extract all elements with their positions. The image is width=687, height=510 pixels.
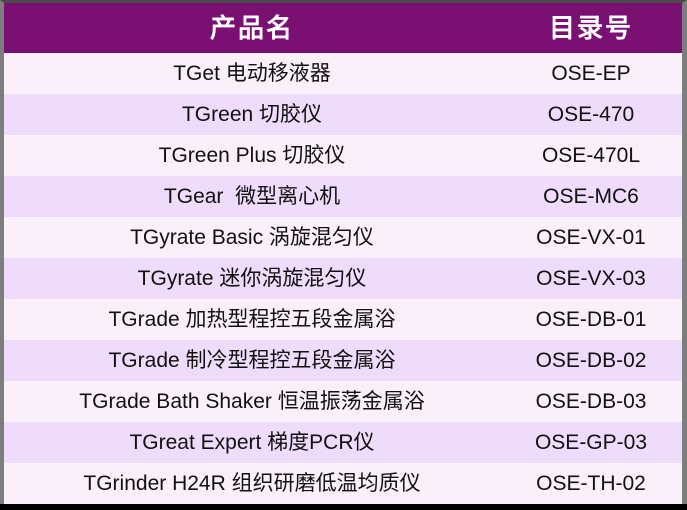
- product-name-cell: TGyrate Basic 涡旋混匀仪: [4, 217, 500, 258]
- catalog-number-cell: OSE-MC6: [500, 176, 682, 217]
- bottom-black-bar: [0, 504, 687, 510]
- table-row: TGreat Expert 梯度PCR仪 OSE-GP-03: [4, 422, 682, 463]
- table-row: TGyrate 迷你涡旋混匀仪 OSE-VX-03: [4, 258, 682, 299]
- product-name-cell: TGyrate 迷你涡旋混匀仪: [4, 258, 500, 299]
- table-row: TGyrate Basic 涡旋混匀仪 OSE-VX-01: [4, 217, 682, 258]
- catalog-number-cell: OSE-VX-03: [500, 258, 682, 299]
- table-row: TGet 电动移液器 OSE-EP: [4, 53, 682, 94]
- product-catalog-table: 产品名 目录号 TGet 电动移液器 OSE-EP TGreen 切胶仪 OSE-47…: [4, 3, 682, 504]
- product-name-cell: TGreen 切胶仪: [4, 94, 500, 135]
- product-name-cell: TGear 微型离心机: [4, 176, 500, 217]
- product-name-cell: TGreen Plus 切胶仪: [4, 135, 500, 176]
- table-header: 产品名 目录号: [4, 3, 682, 53]
- product-name-cell: TGrade Bath Shaker 恒温振荡金属浴: [4, 381, 500, 422]
- table-row: TGreen Plus 切胶仪 OSE-470L: [4, 135, 682, 176]
- column-header-catalog: 目录号: [500, 3, 682, 53]
- table-row: TGrinder H24R 组织研磨低温均质仪 OSE-TH-02: [4, 463, 682, 504]
- table-row: TGrade 制冷型程控五段金属浴 OSE-DB-02: [4, 340, 682, 381]
- table-body: TGet 电动移液器 OSE-EP TGreen 切胶仪 OSE-470 TGreen …: [4, 53, 682, 504]
- product-name-cell: TGrade 制冷型程控五段金属浴: [4, 340, 500, 381]
- catalog-number-cell: OSE-TH-02: [500, 463, 682, 504]
- product-name-cell: TGrade 加热型程控五段金属浴: [4, 299, 500, 340]
- catalog-number-cell: OSE-GP-03: [500, 422, 682, 463]
- table-row: TGreen 切胶仪 OSE-470: [4, 94, 682, 135]
- product-name-cell: TGreat Expert 梯度PCR仪: [4, 422, 500, 463]
- catalog-number-cell: OSE-EP: [500, 53, 682, 94]
- catalog-number-cell: OSE-DB-03: [500, 381, 682, 422]
- product-name-cell: TGet 电动移液器: [4, 53, 500, 94]
- column-header-product: 产品名: [4, 3, 500, 53]
- table-header-row: 产品名 目录号: [4, 3, 682, 53]
- catalog-number-cell: OSE-DB-01: [500, 299, 682, 340]
- catalog-number-cell: OSE-DB-02: [500, 340, 682, 381]
- catalog-number-cell: OSE-VX-01: [500, 217, 682, 258]
- table-row: TGrade 加热型程控五段金属浴 OSE-DB-01: [4, 299, 682, 340]
- catalog-number-cell: OSE-470L: [500, 135, 682, 176]
- catalog-number-cell: OSE-470: [500, 94, 682, 135]
- product-name-cell: TGrinder H24R 组织研磨低温均质仪: [4, 463, 500, 504]
- table-row: TGrade Bath Shaker 恒温振荡金属浴 OSE-DB-03: [4, 381, 682, 422]
- table-row: TGear 微型离心机 OSE-MC6: [4, 176, 682, 217]
